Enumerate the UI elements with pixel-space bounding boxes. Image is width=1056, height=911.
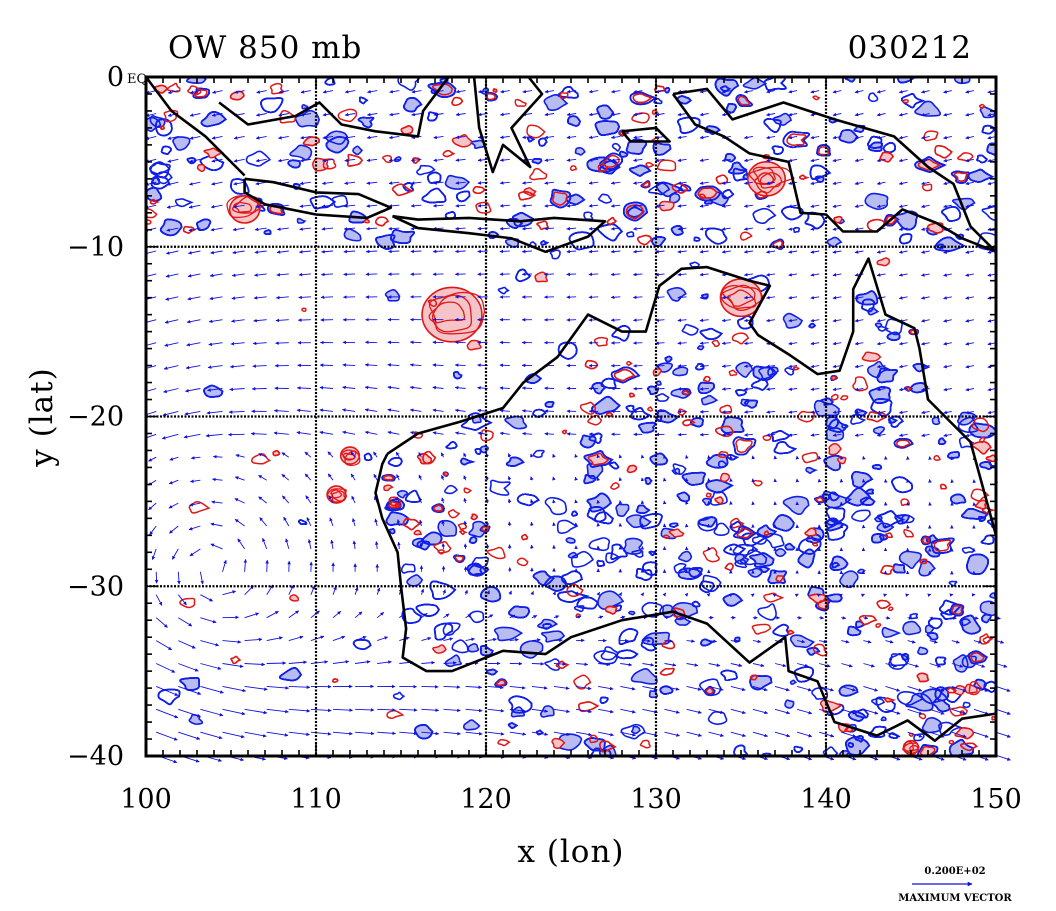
wind-vector: [642, 641, 650, 642]
wind-vector: [455, 342, 466, 343]
wind-vector: [500, 251, 510, 252]
wind-vector: [365, 342, 377, 343]
x-tick-label: 120: [460, 784, 512, 815]
wind-vector: [410, 342, 421, 343]
wind-vector: [267, 663, 286, 664]
wind-vector: [642, 478, 643, 480]
wind-vector: [532, 664, 544, 665]
wind-vector: [267, 560, 268, 572]
wind-vector: [344, 274, 356, 275]
y-tick-label: −10: [67, 232, 124, 263]
eq-corner-label: EQ: [127, 72, 147, 87]
wind-vector: [478, 251, 488, 252]
wind-vector: [421, 543, 422, 549]
wind-vector: [996, 755, 1011, 760]
x-tick-label: 100: [120, 784, 172, 815]
wind-vector: [567, 297, 576, 298]
y-tick-label: −40: [67, 741, 124, 772]
wind-vector: [321, 297, 333, 298]
x-tick-label: 140: [800, 784, 852, 815]
wind-vector: [522, 274, 532, 275]
wind-vector: [841, 618, 846, 619]
wind-vector: [509, 522, 510, 526]
wind-vector: [545, 411, 554, 412]
wind-vector: [522, 388, 532, 389]
y-axis-label: y (lat): [24, 367, 60, 467]
wind-vector: [598, 477, 599, 480]
wind-vector: [576, 500, 577, 503]
y-tick-label: −30: [67, 571, 124, 602]
wind-vector: [996, 686, 1010, 691]
y-tick-label: −20: [67, 402, 124, 433]
wind-vector: [421, 686, 438, 687]
wind-vector: [388, 342, 400, 343]
wind-vector: [819, 618, 824, 619]
wind-vector: [678, 366, 687, 367]
wind-vector: [611, 320, 620, 321]
plot-area: [141, 72, 1005, 763]
x-axis-label: x (lon): [517, 834, 624, 870]
wind-vector: [996, 664, 1007, 668]
wind-vector: [665, 617, 670, 618]
wind-vector: [567, 274, 576, 275]
wind-vector: [996, 709, 1011, 714]
y-tick-label: 0: [107, 62, 124, 93]
wind-vector: [320, 365, 333, 366]
map-title: OW 850 mb: [168, 30, 362, 66]
x-tick-label: 150: [970, 784, 1022, 815]
wind-vector: [298, 320, 311, 321]
wind-vector: [633, 343, 642, 344]
y-tick-labels: 0 −10 −20 −30 −40: [67, 62, 124, 772]
wind-vector: [433, 251, 443, 252]
wind-vector: [819, 594, 820, 595]
legend-scale-label: MAXIMUM VECTOR: [898, 893, 1012, 904]
x-tick-label: 130: [630, 784, 682, 815]
wind-vector: [642, 455, 643, 457]
wind-vector: [554, 640, 562, 641]
wind-vector: [678, 411, 687, 412]
x-tick-label: 110: [290, 784, 342, 815]
wind-vector: [678, 389, 687, 390]
map-date: 030212: [848, 30, 972, 66]
wind-vector: [500, 365, 510, 366]
wind-vector: [276, 343, 289, 344]
wind-vector: [389, 251, 400, 252]
wind-vector: [366, 274, 377, 275]
wind-vector: [567, 434, 576, 435]
wind-vector: [664, 455, 665, 457]
legend-scale-value: 0.200E+02: [924, 866, 985, 877]
wind-vector: [700, 411, 709, 412]
wind-vector: [443, 543, 444, 549]
wind-vector: [678, 434, 687, 435]
wind-vector: [589, 297, 598, 298]
wind-vector: [156, 572, 157, 583]
wind-vector: [411, 251, 422, 252]
wind-vector: [433, 342, 444, 343]
wind-vector: [531, 522, 532, 526]
maximum-vector-legend: 0.200E+02 MAXIMUM VECTOR: [898, 866, 1012, 904]
wind-vector: [863, 594, 864, 595]
wind-vector: [996, 732, 1011, 737]
wind-vector: [620, 478, 621, 481]
wind-vector: [700, 434, 709, 435]
x-tick-labels: 100 110 120 130 140 150: [120, 784, 1022, 815]
wind-vector: [598, 500, 599, 503]
wind-vector: [841, 594, 842, 595]
wind-vector: [544, 274, 554, 275]
wind-vector: [455, 251, 465, 252]
